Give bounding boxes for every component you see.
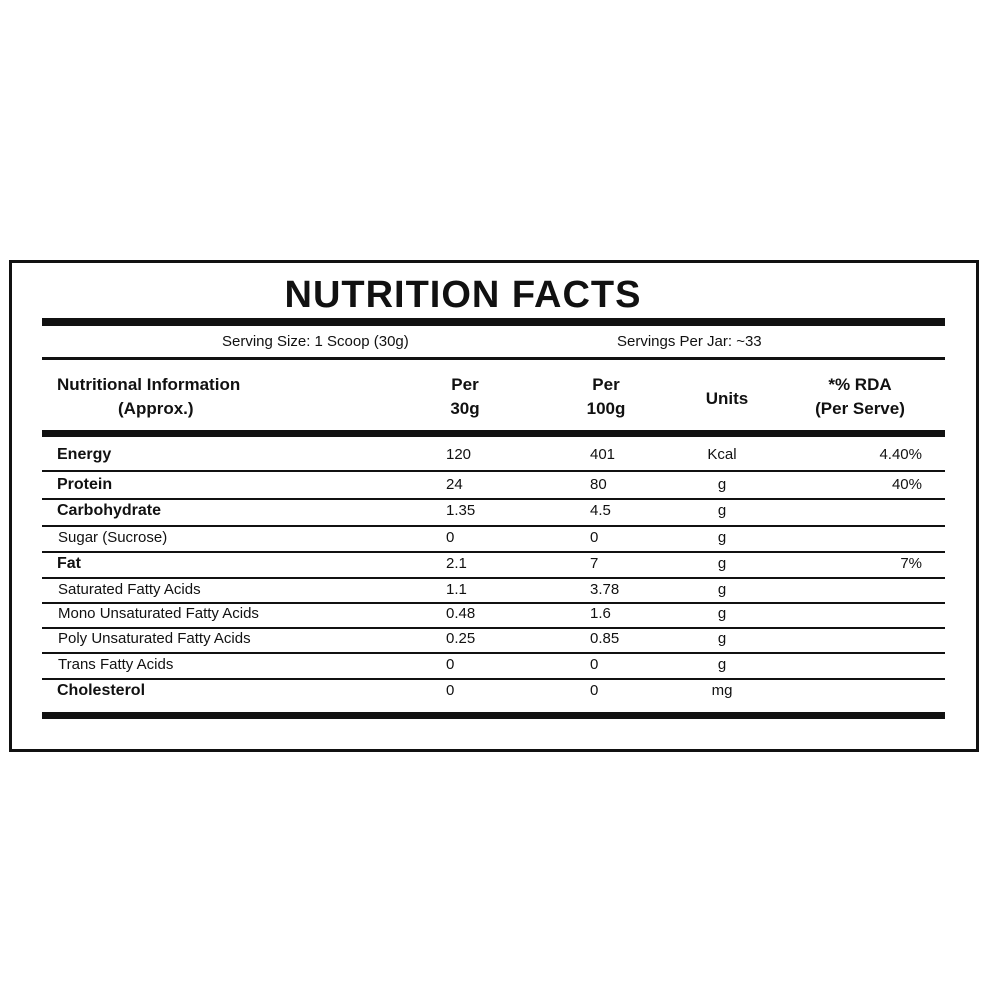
thick-rule [42, 318, 945, 326]
rda: 7% [900, 555, 922, 572]
unit: g [717, 581, 727, 598]
unit: g [717, 476, 727, 493]
per-30g: 1.1 [446, 581, 467, 598]
column-header: Nutritional Information [57, 375, 241, 394]
column-header: 30g [450, 399, 480, 418]
unit: g [717, 605, 727, 622]
nutrient-name: Sugar (Sucrose) [58, 529, 168, 546]
per-30g: 0 [446, 682, 455, 699]
per-30g: 0.48 [446, 605, 476, 622]
servings-per-jar: Servings Per Jar: ~33 [617, 333, 762, 350]
unit: g [717, 502, 727, 519]
unit: g [717, 656, 727, 673]
column-header: Per [592, 375, 620, 394]
per-100g: 3.78 [590, 581, 620, 598]
column-header: (Per Serve) [815, 399, 905, 418]
row-rule [42, 551, 945, 553]
rule [42, 357, 945, 360]
unit: g [717, 529, 727, 546]
column-header: Units [705, 389, 749, 408]
thick-rule [42, 430, 945, 437]
row-rule [42, 652, 945, 654]
row-rule [42, 678, 945, 680]
serving-size: Serving Size: 1 Scoop (30g) [222, 333, 409, 350]
per-30g: 0 [446, 656, 455, 673]
nutrient-name: Protein [57, 476, 113, 493]
nutrient-name: Cholesterol [57, 682, 146, 699]
rda: 4.40% [879, 446, 922, 463]
per-30g: 24 [446, 476, 463, 493]
unit: mg [711, 682, 733, 699]
title: NUTRITION FACTS [284, 274, 642, 316]
per-100g: 4.5 [590, 502, 611, 519]
per-100g: 0 [590, 682, 599, 699]
per-30g: 1.35 [446, 502, 476, 519]
per-100g: 1.6 [590, 605, 611, 622]
per-100g: 0.85 [590, 630, 620, 647]
row-rule [42, 470, 945, 472]
per-100g: 7 [590, 555, 599, 572]
unit: g [717, 630, 727, 647]
per-30g: 120 [446, 446, 472, 463]
nutrient-name: Saturated Fatty Acids [58, 581, 201, 598]
per-30g: 0.25 [446, 630, 476, 647]
per-100g: 0 [590, 656, 599, 673]
row-rule [42, 627, 945, 629]
row-rule [42, 525, 945, 527]
column-header: *% RDA [828, 375, 892, 394]
per-100g: 80 [590, 476, 607, 493]
row-rule [42, 498, 945, 500]
nutrient-name: Trans Fatty Acids [58, 656, 174, 673]
per-30g: 2.1 [446, 555, 467, 572]
rda: 40% [891, 476, 922, 493]
unit: Kcal [707, 446, 737, 463]
nutrient-name: Poly Unsaturated Fatty Acids [58, 630, 251, 647]
nutrient-name: Carbohydrate [57, 502, 162, 519]
thick-rule [42, 712, 945, 719]
nutrient-name: Fat [57, 555, 81, 572]
column-header: 100g [586, 399, 626, 418]
per-100g: 401 [590, 446, 616, 463]
per-100g: 0 [590, 529, 599, 546]
nutrient-name: Energy [57, 446, 112, 463]
row-rule [42, 602, 945, 604]
nutrient-name: Mono Unsaturated Fatty Acids [58, 605, 259, 622]
column-header: (Approx.) [118, 399, 194, 418]
row-rule [42, 577, 945, 579]
unit: g [717, 555, 727, 572]
per-30g: 0 [446, 529, 455, 546]
column-header: Per [451, 375, 479, 394]
label-frame [9, 260, 979, 752]
